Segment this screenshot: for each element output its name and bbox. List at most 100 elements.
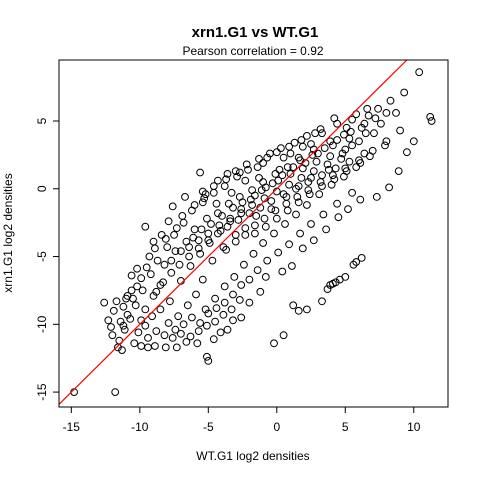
data-point bbox=[370, 129, 378, 138]
data-point bbox=[108, 331, 117, 340]
data-point bbox=[219, 310, 228, 319]
data-point bbox=[142, 263, 151, 272]
data-point bbox=[246, 195, 255, 204]
data-point bbox=[396, 126, 405, 135]
data-point bbox=[248, 201, 257, 209]
data-point bbox=[345, 157, 354, 166]
data-point bbox=[172, 224, 181, 233]
data-point bbox=[211, 294, 220, 303]
data-point bbox=[251, 221, 259, 230]
data-point bbox=[252, 212, 261, 220]
data-point bbox=[271, 206, 280, 215]
data-point bbox=[290, 138, 299, 147]
data-point bbox=[377, 119, 385, 128]
data-point bbox=[261, 273, 270, 281]
data-point bbox=[256, 287, 265, 296]
data-point bbox=[303, 305, 311, 314]
data-point bbox=[141, 321, 150, 330]
data-points-layer bbox=[70, 68, 436, 397]
data-point bbox=[185, 243, 194, 252]
data-point bbox=[237, 209, 246, 218]
data-point bbox=[229, 316, 237, 325]
x-tick-label: 0 bbox=[273, 420, 280, 434]
data-point bbox=[292, 184, 300, 193]
data-point bbox=[331, 164, 340, 173]
x-axis-label: WT.G1 log2 densities bbox=[196, 449, 309, 463]
data-point bbox=[156, 281, 165, 289]
data-point bbox=[285, 142, 294, 151]
data-point bbox=[146, 270, 155, 279]
data-point bbox=[242, 160, 251, 169]
data-point bbox=[203, 214, 211, 223]
x-tick-label: 5 bbox=[342, 420, 349, 434]
data-point bbox=[223, 170, 232, 178]
y-tick-label: -5 bbox=[35, 251, 49, 262]
data-point bbox=[255, 174, 263, 182]
data-point bbox=[244, 165, 252, 174]
data-point bbox=[234, 216, 243, 224]
data-point bbox=[238, 198, 247, 207]
data-point bbox=[227, 305, 236, 314]
data-point bbox=[320, 144, 329, 153]
data-point bbox=[157, 231, 166, 239]
data-point bbox=[204, 357, 213, 365]
data-point bbox=[196, 249, 205, 258]
data-point bbox=[288, 262, 296, 270]
y-tick-label: 5 bbox=[35, 117, 49, 124]
data-point bbox=[156, 305, 165, 314]
data-point bbox=[346, 127, 355, 136]
data-point bbox=[267, 205, 276, 214]
data-point bbox=[204, 236, 213, 245]
data-point bbox=[153, 256, 162, 265]
data-point bbox=[271, 170, 280, 178]
data-point bbox=[198, 275, 207, 284]
data-point bbox=[141, 305, 150, 314]
data-point bbox=[137, 342, 146, 350]
data-point bbox=[204, 309, 213, 318]
data-point bbox=[131, 301, 140, 310]
data-point bbox=[260, 214, 269, 223]
data-point bbox=[281, 220, 289, 228]
data-point bbox=[186, 332, 195, 341]
chart-subtitle: Pearson correlation = 0.92 bbox=[182, 44, 323, 58]
data-point bbox=[333, 199, 342, 208]
data-point bbox=[223, 325, 232, 334]
data-point bbox=[245, 275, 254, 284]
data-point bbox=[240, 260, 248, 269]
data-point bbox=[307, 220, 315, 228]
data-point bbox=[394, 167, 403, 176]
data-point bbox=[152, 287, 161, 296]
data-point bbox=[279, 331, 288, 340]
data-point bbox=[235, 168, 244, 177]
data-point bbox=[292, 210, 300, 219]
data-point bbox=[289, 301, 298, 310]
data-point bbox=[118, 346, 126, 355]
data-point bbox=[331, 278, 340, 287]
data-point bbox=[219, 243, 228, 252]
data-point bbox=[304, 178, 313, 186]
data-point bbox=[326, 152, 335, 161]
data-point bbox=[385, 183, 394, 192]
data-point bbox=[177, 329, 185, 338]
data-point bbox=[218, 212, 226, 220]
data-point bbox=[296, 156, 305, 165]
data-point bbox=[283, 163, 292, 172]
data-point bbox=[177, 247, 185, 256]
data-point bbox=[382, 109, 391, 117]
data-point bbox=[207, 220, 215, 228]
data-point bbox=[329, 141, 337, 150]
data-point bbox=[314, 149, 322, 158]
data-point bbox=[171, 247, 180, 256]
y-axis-label: xrn1.G1 log2 densities bbox=[1, 173, 15, 292]
data-point bbox=[330, 175, 339, 184]
data-point bbox=[230, 273, 239, 281]
data-point bbox=[192, 290, 200, 299]
data-point bbox=[285, 180, 294, 189]
data-point bbox=[161, 343, 170, 352]
data-point bbox=[222, 245, 231, 254]
y-tick-label: 0 bbox=[35, 185, 49, 192]
data-point bbox=[348, 188, 357, 197]
data-point bbox=[198, 198, 207, 207]
data-point bbox=[222, 175, 231, 184]
data-point bbox=[360, 119, 369, 128]
